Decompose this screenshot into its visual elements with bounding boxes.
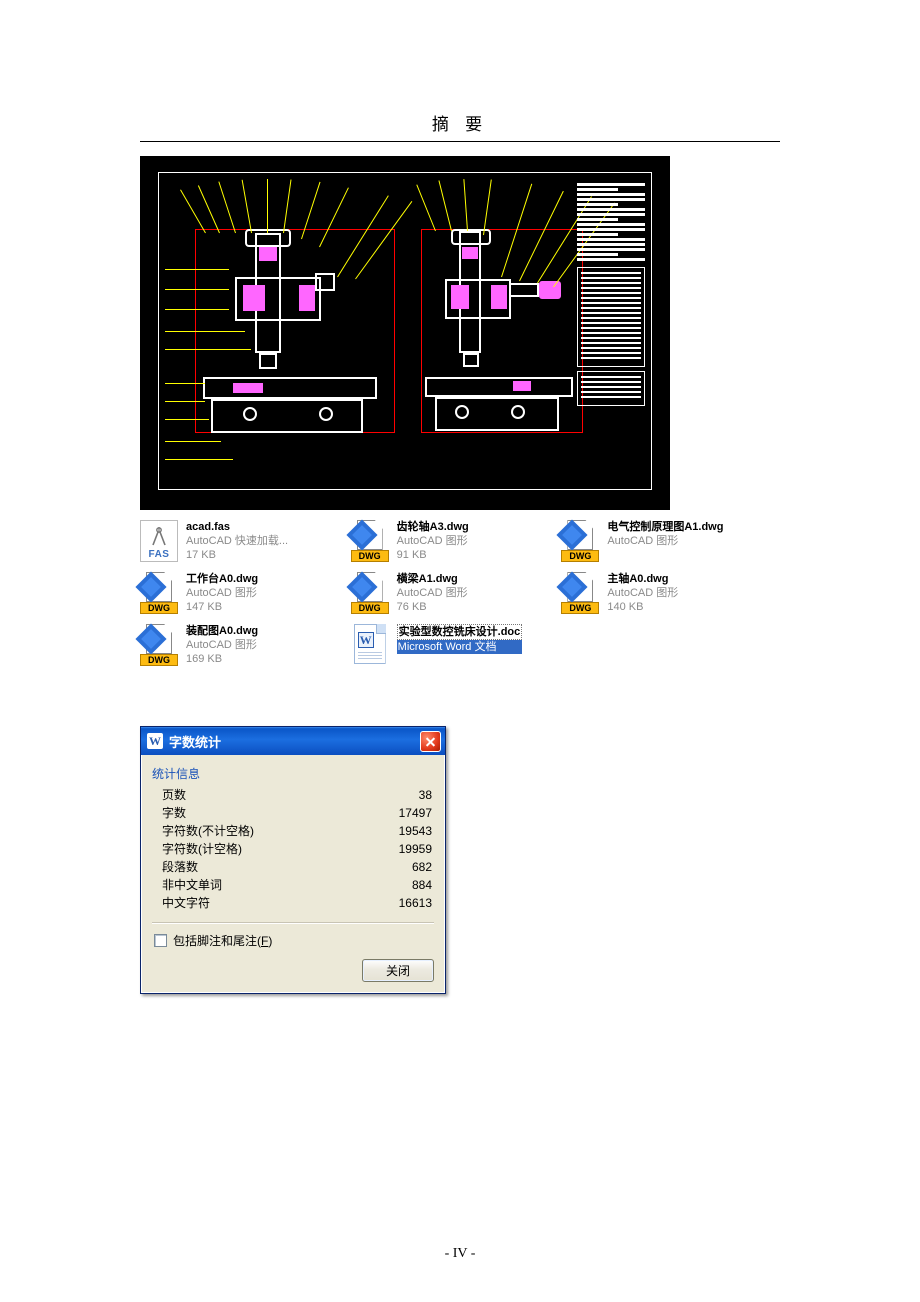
file-type: AutoCAD 图形 xyxy=(186,638,258,652)
stat-row: 字符数(计空格) 19959 xyxy=(162,840,432,858)
file-type: AutoCAD 快速加载... xyxy=(186,534,288,548)
fas-icon: FAS xyxy=(140,520,178,562)
doc-icon: W xyxy=(351,624,389,666)
stat-key: 页数 xyxy=(162,786,186,804)
file-size: 140 KB xyxy=(607,600,678,614)
file-size: 17 KB xyxy=(186,548,288,562)
file-type: AutoCAD 图形 xyxy=(607,534,723,548)
file-item[interactable]: DWG 主轴A0.dwgAutoCAD 图形140 KB xyxy=(561,572,762,614)
stat-value: 884 xyxy=(412,876,432,894)
file-type: AutoCAD 图形 xyxy=(397,586,468,600)
stat-value: 38 xyxy=(419,786,432,804)
file-name: 装配图A0.dwg xyxy=(186,624,258,638)
file-item[interactable]: W 实验型数控铣床设计.docMicrosoft Word 文档 xyxy=(351,624,552,666)
page-number: - IV - xyxy=(0,1246,920,1262)
cad-drawing xyxy=(158,172,652,490)
file-name: 横梁A1.dwg xyxy=(397,572,468,586)
file-size: 147 KB xyxy=(186,600,258,614)
file-type: AutoCAD 图形 xyxy=(186,586,258,600)
stats-table: 页数38字数17497字符数(不计空格)19543字符数(计空格)19959段落… xyxy=(152,786,434,918)
stat-value: 682 xyxy=(412,858,432,876)
page-title: 摘 要 xyxy=(140,110,780,142)
stat-value: 16613 xyxy=(399,894,432,912)
dialog-section: 统计信息 xyxy=(152,765,434,782)
file-size: 91 KB xyxy=(397,548,469,562)
cad-preview xyxy=(140,156,670,510)
close-button[interactable]: 关闭 xyxy=(362,959,434,982)
stat-key: 非中文单词 xyxy=(162,876,222,894)
file-item[interactable]: DWG 齿轮轴A3.dwgAutoCAD 图形91 KB xyxy=(351,520,552,562)
file-name: acad.fas xyxy=(186,520,288,534)
dwg-icon: DWG xyxy=(140,572,178,614)
dwg-icon: DWG xyxy=(351,520,389,562)
file-name: 主轴A0.dwg xyxy=(607,572,678,586)
stat-key: 字数 xyxy=(162,804,186,822)
include-footnotes-checkbox[interactable] xyxy=(154,934,167,947)
dwg-icon: DWG xyxy=(561,572,599,614)
stat-row: 中文字符 16613 xyxy=(162,894,432,912)
file-item[interactable]: DWG 横梁A1.dwgAutoCAD 图形76 KB xyxy=(351,572,552,614)
stat-value: 17497 xyxy=(399,804,432,822)
stat-row: 页数 38 xyxy=(162,786,432,804)
file-item[interactable]: DWG 工作台A0.dwgAutoCAD 图形147 KB xyxy=(140,572,341,614)
dwg-icon: DWG xyxy=(561,520,599,562)
dwg-icon: DWG xyxy=(351,572,389,614)
file-name: 实验型数控铣床设计.doc xyxy=(397,624,523,640)
stat-value: 19543 xyxy=(399,822,432,840)
file-name: 电气控制原理图A1.dwg xyxy=(607,520,723,534)
stat-row: 字符数(不计空格) 19543 xyxy=(162,822,432,840)
file-type: Microsoft Word 文档 xyxy=(397,640,523,654)
dialog-title: 字数统计 xyxy=(169,732,221,751)
word-count-dialog: W 字数统计 统计信息 页数38字数17497字符数(不计空格)19543字符数… xyxy=(140,726,446,994)
file-type: AutoCAD 图形 xyxy=(397,534,469,548)
file-name: 齿轮轴A3.dwg xyxy=(397,520,469,534)
stat-key: 字符数(不计空格) xyxy=(162,822,254,840)
stat-value: 19959 xyxy=(399,840,432,858)
stat-key: 段落数 xyxy=(162,858,198,876)
stat-row: 字数 17497 xyxy=(162,804,432,822)
close-icon[interactable] xyxy=(420,731,441,752)
dialog-titlebar[interactable]: W 字数统计 xyxy=(141,727,445,755)
stat-key: 字符数(计空格) xyxy=(162,840,242,858)
file-item[interactable]: FAS acad.fasAutoCAD 快速加载...17 KB xyxy=(140,520,341,562)
word-icon: W xyxy=(147,733,163,749)
cad-titleblock xyxy=(577,183,645,479)
stat-row: 段落数 682 xyxy=(162,858,432,876)
file-size: 76 KB xyxy=(397,600,468,614)
include-footnotes-label: 包括脚注和尾注(F) xyxy=(173,932,272,949)
file-type: AutoCAD 图形 xyxy=(607,586,678,600)
stat-key: 中文字符 xyxy=(162,894,210,912)
file-list: FAS acad.fasAutoCAD 快速加载...17 KB DWG 齿轮轴A3.… xyxy=(140,520,762,666)
file-item[interactable]: DWG 装配图A0.dwgAutoCAD 图形169 KB xyxy=(140,624,341,666)
file-size: 169 KB xyxy=(186,652,258,666)
file-name: 工作台A0.dwg xyxy=(186,572,258,586)
file-item[interactable]: DWG 电气控制原理图A1.dwgAutoCAD 图形 xyxy=(561,520,762,562)
stat-row: 非中文单词 884 xyxy=(162,876,432,894)
dwg-icon: DWG xyxy=(140,624,178,666)
